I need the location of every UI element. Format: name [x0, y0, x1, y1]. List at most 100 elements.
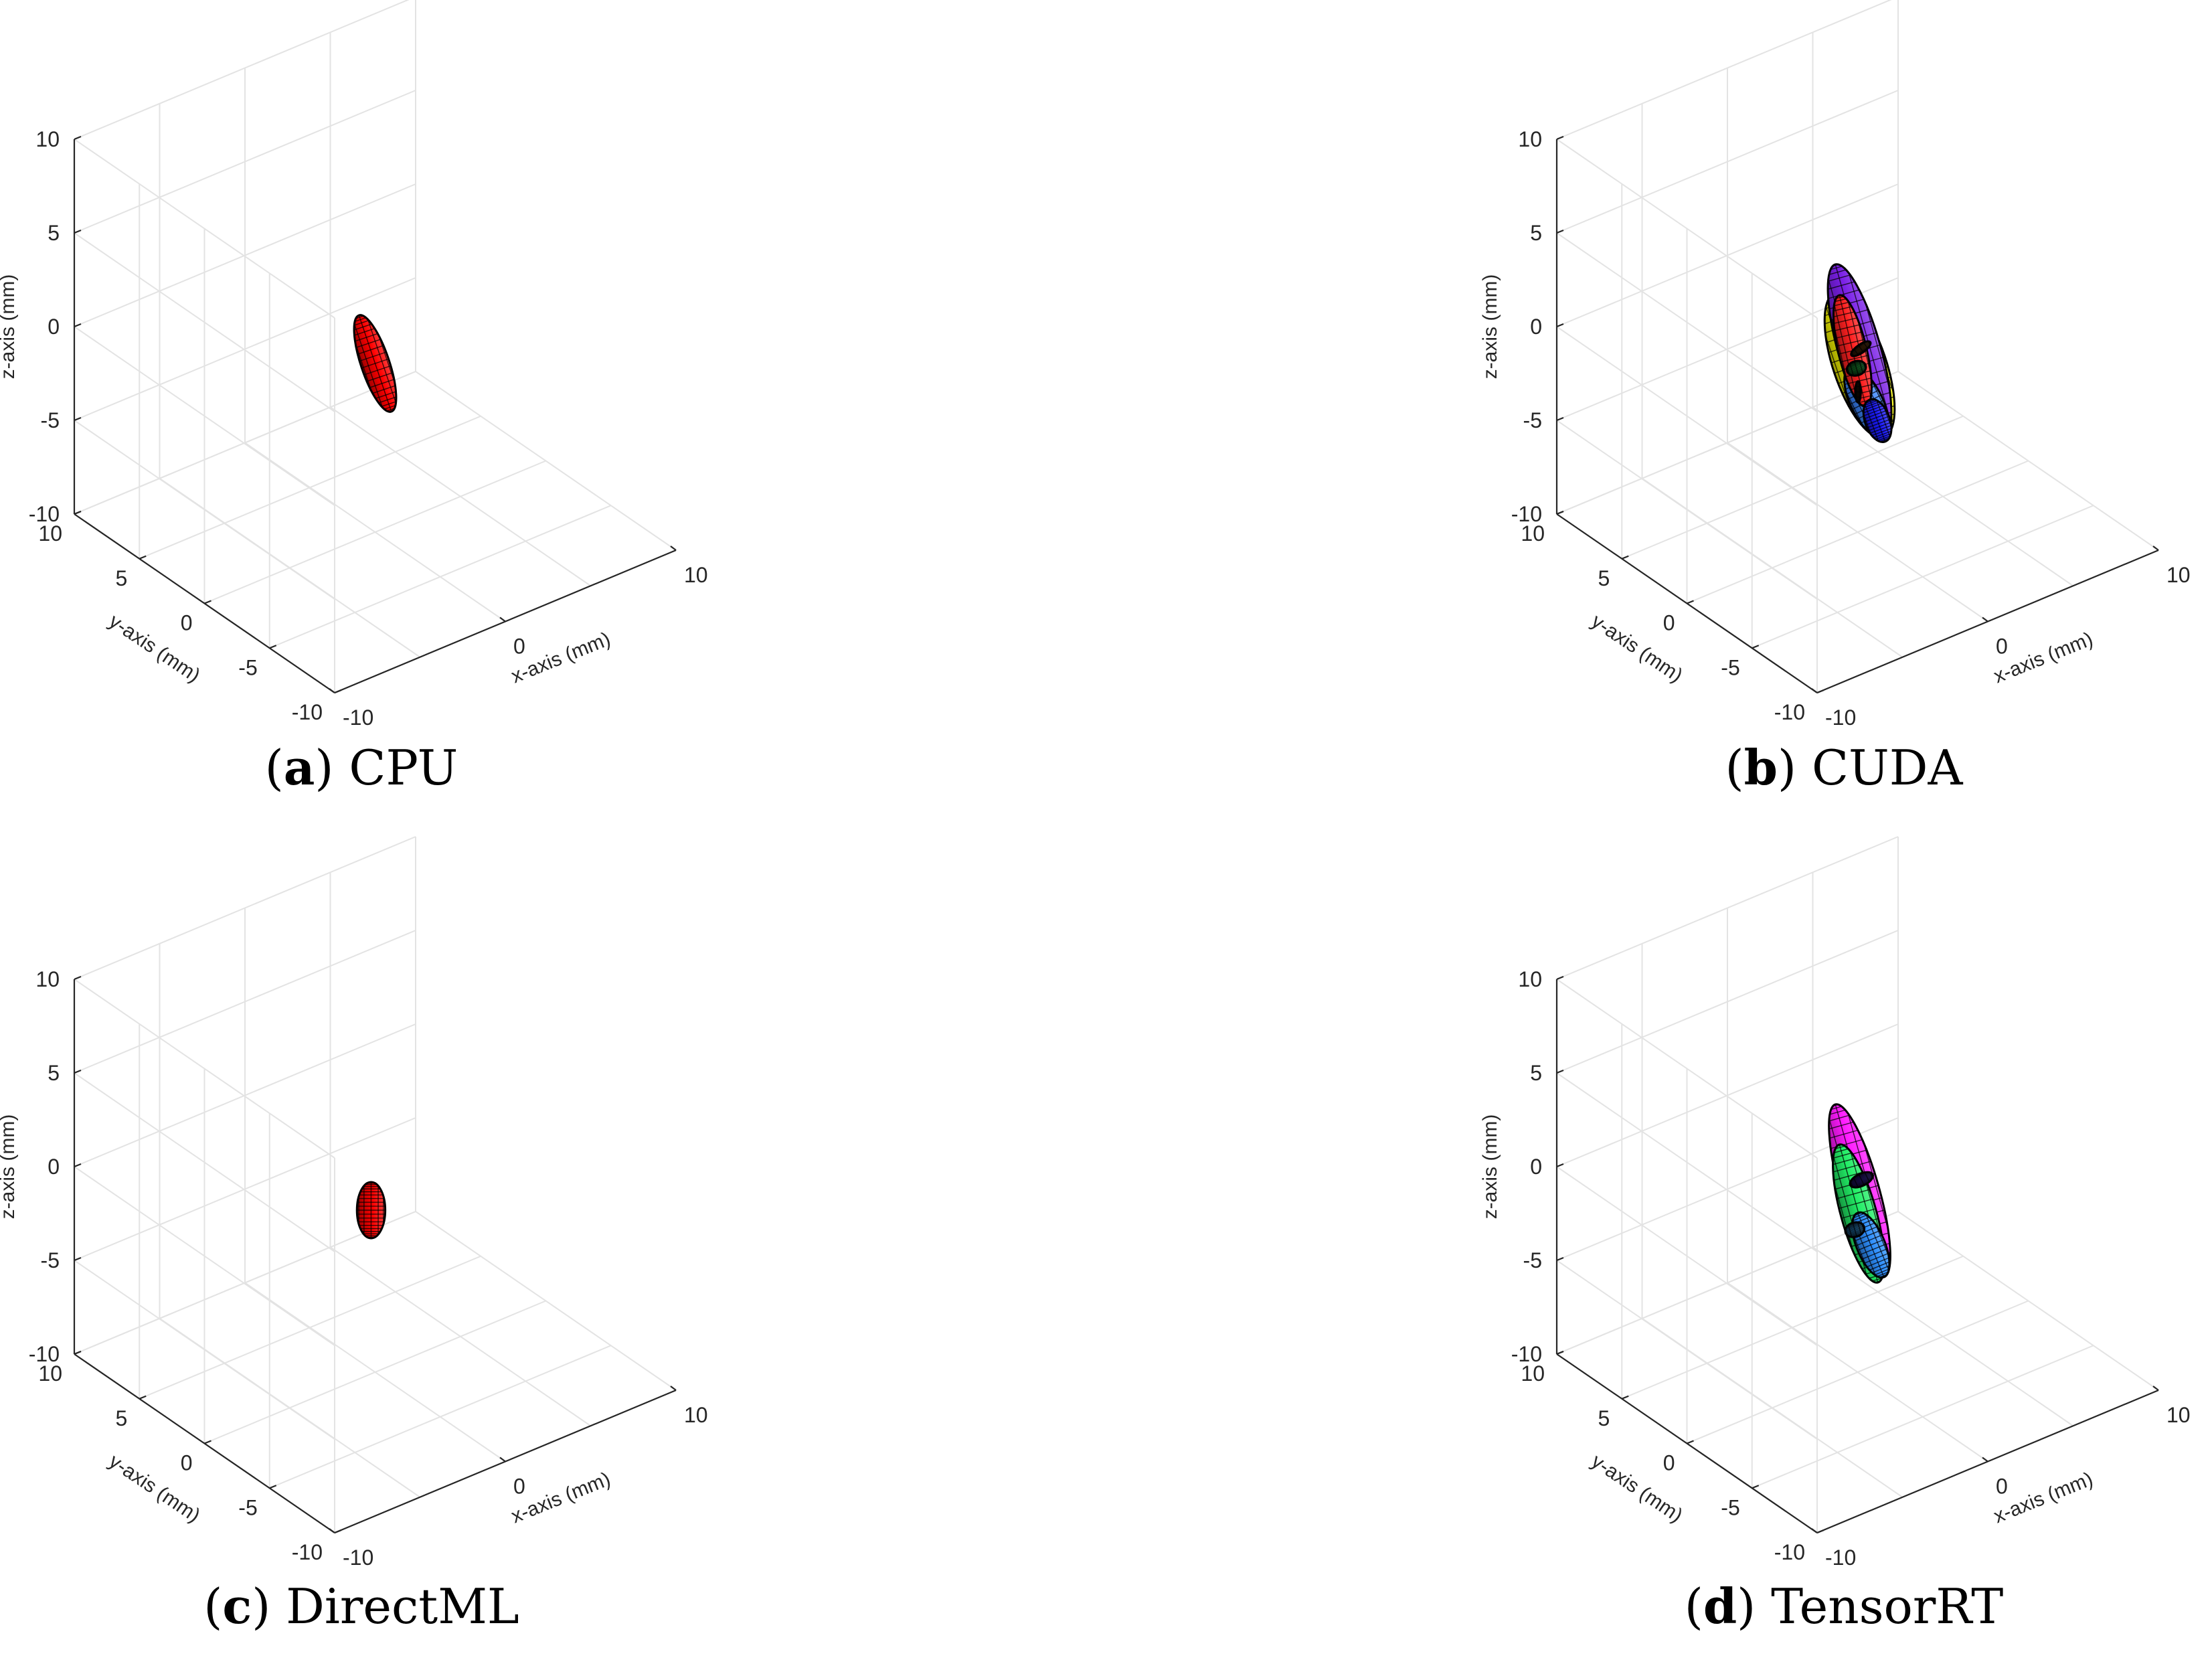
- caption-paren-open: (: [203, 1578, 222, 1635]
- ellipsoid-a-1: [345, 311, 405, 416]
- z-axis-label: z-axis (mm): [1479, 274, 1501, 380]
- ellipsoid-outline: [1854, 380, 1862, 404]
- z-tick-label: 10: [35, 967, 60, 991]
- grid-line: [74, 0, 410, 140]
- ellipsoid-outline: [1851, 1211, 1891, 1279]
- ellipsoids: [1816, 1099, 1903, 1287]
- grid-line: [269, 1345, 612, 1489]
- z-tick-label: 10: [1518, 127, 1542, 151]
- mesh-line: [358, 315, 392, 412]
- z-tick-mark: [74, 135, 82, 141]
- x-tick-mark: [2152, 1386, 2159, 1391]
- ellipsoids: [345, 311, 405, 416]
- ellipsoid-outline: [353, 314, 398, 413]
- x-tick-mark: [1811, 688, 1818, 693]
- grid-line: [1621, 415, 1964, 560]
- z-tick-mark: [1556, 975, 1564, 981]
- z-tick-mark: [1556, 416, 1564, 422]
- y-tick-label: 10: [38, 1361, 62, 1386]
- mesh-line: [1853, 1177, 1859, 1189]
- grid-line: [1556, 1072, 1818, 1252]
- grid-line: [74, 930, 416, 1074]
- y-tick-mark: [1556, 510, 1564, 515]
- z-tick-label: 5: [48, 221, 60, 245]
- x-tick-label: 0: [513, 635, 525, 659]
- x-tick-mark: [499, 1456, 506, 1463]
- grid-line: [204, 1300, 546, 1444]
- x-tick-mark: [1982, 616, 1988, 622]
- z-tick-mark: [74, 975, 82, 981]
- caption-title: CPU: [349, 740, 458, 796]
- y-tick-mark: [1752, 645, 1760, 649]
- y-tick-mark: [1752, 1485, 1760, 1489]
- ellipsoid-c-1: [355, 1181, 387, 1240]
- grid-line: [1556, 1211, 1899, 1355]
- grid-line: [74, 836, 416, 980]
- y-tick-label: 10: [1521, 1361, 1545, 1386]
- grid-line: [1556, 183, 1899, 327]
- z-tick-mark: [1556, 1163, 1564, 1168]
- x-tick-label: 0: [513, 1475, 525, 1499]
- mesh-line: [1875, 397, 1892, 440]
- z-tick-label: 0: [1530, 315, 1542, 339]
- x-tick-label: -10: [343, 705, 373, 730]
- mesh-line: [1864, 1171, 1871, 1183]
- x-tick-label: 0: [1996, 635, 2008, 659]
- y-tick-mark: [1556, 1350, 1564, 1355]
- y-tick-mark: [139, 1395, 147, 1400]
- ellipsoid-outline: [1832, 1143, 1885, 1284]
- caption-paren-open: (: [1685, 1578, 1703, 1635]
- y-tick-mark: [1687, 600, 1694, 604]
- x-tick-mark: [670, 546, 677, 551]
- caption-letter: c: [222, 1578, 252, 1635]
- grid-line: [1687, 1300, 2029, 1444]
- x-tick-mark: [2152, 546, 2159, 551]
- z-tick-label: -5: [41, 408, 60, 432]
- mesh-line: [1847, 1224, 1853, 1238]
- z-tick-label: -5: [1523, 408, 1542, 432]
- x-tick-label: 10: [684, 563, 708, 587]
- z-tick-mark: [74, 229, 82, 234]
- y-tick-label: -10: [292, 1540, 323, 1564]
- ellipsoid-d-5: [1843, 1220, 1867, 1240]
- z-tick-label: 0: [48, 315, 60, 339]
- y-tick-label: 5: [115, 1406, 127, 1430]
- caption-title: TensorRT: [1771, 1578, 2003, 1635]
- x-tick-mark: [499, 616, 506, 622]
- grid-line: [1556, 979, 1818, 1159]
- grid-line: [74, 1166, 335, 1346]
- x-tick-mark: [329, 688, 335, 693]
- ellipsoids: [355, 1181, 387, 1240]
- grid-line: [1556, 326, 1818, 506]
- caption-letter: d: [1703, 1578, 1737, 1635]
- mesh-line: [1858, 359, 1864, 374]
- grid-line: [74, 326, 335, 506]
- grid-line: [74, 1117, 416, 1261]
- caption-letter: b: [1744, 739, 1778, 796]
- z-tick-label: 0: [48, 1155, 60, 1179]
- y-tick-label: -5: [1721, 655, 1739, 679]
- z-tick-label: 5: [48, 1061, 60, 1085]
- caption-paren-close: ): [1778, 740, 1812, 796]
- grid-line: [139, 415, 481, 560]
- x-tick-label: 10: [2166, 1403, 2191, 1427]
- grid-line: [1556, 0, 1892, 140]
- mesh-line: [1852, 1222, 1857, 1237]
- mesh-line: [365, 313, 399, 410]
- y-tick-label: -10: [1774, 700, 1805, 724]
- grid-line: [1556, 1023, 1899, 1167]
- grid-line: [139, 1255, 481, 1400]
- z-tick-label: 0: [1530, 1155, 1542, 1179]
- grid-line: [74, 183, 416, 327]
- z-tick-label: 5: [1530, 221, 1542, 245]
- z-tick-label: -10: [1511, 1342, 1542, 1366]
- y-tick-label: 0: [181, 611, 193, 635]
- grid-line: [74, 1211, 416, 1355]
- y-tick-mark: [74, 510, 82, 515]
- ellipsoid-outline: [1845, 359, 1867, 377]
- ellipsoid-b-8: [1854, 380, 1862, 404]
- mesh-line: [1849, 362, 1855, 377]
